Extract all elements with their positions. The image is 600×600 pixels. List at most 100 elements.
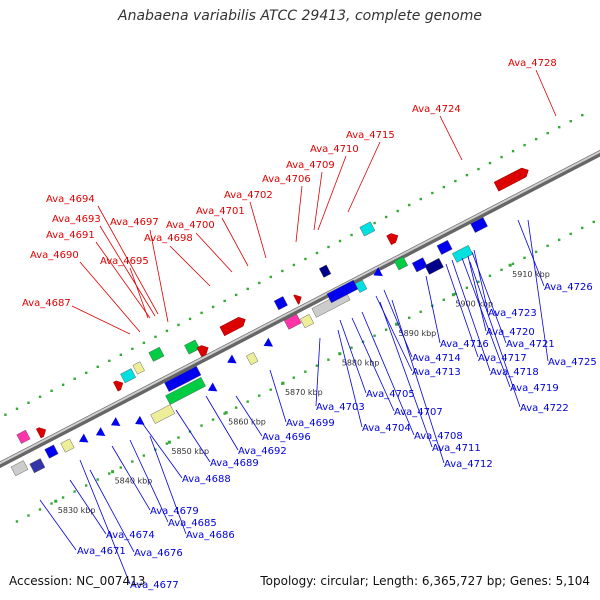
- guide-dot: [119, 466, 122, 469]
- leader-line: [69, 479, 107, 535]
- gene-label: Ava_4679: [150, 506, 199, 517]
- guide-dot: [73, 490, 76, 493]
- gene-label: Ava_4700: [166, 220, 215, 231]
- guide-dot: [419, 197, 422, 201]
- kbp-label: 5890 kbp: [399, 329, 437, 338]
- guide-dot: [177, 323, 180, 327]
- guide-dot: [373, 221, 376, 225]
- leader-line: [195, 232, 233, 273]
- gene-label: Ava_4697: [110, 217, 159, 228]
- leader-line: [97, 205, 159, 315]
- leader-line: [451, 259, 491, 372]
- gene-label: Ava_4716: [440, 339, 489, 350]
- leader-line: [269, 369, 287, 423]
- gene-label: Ava_4705: [366, 389, 415, 400]
- gene-feature: [436, 239, 453, 255]
- leader-line: [439, 115, 463, 161]
- guide-dot: [592, 220, 595, 224]
- gene-label: Ava_4694: [46, 194, 95, 205]
- leader-line: [139, 419, 183, 479]
- gene-label: Ava_4689: [210, 458, 259, 469]
- guide-dot: [465, 286, 469, 289]
- gene-label: Ava_4695: [100, 256, 149, 267]
- gene-feature: [293, 294, 302, 305]
- gene-label: Ava_4715: [346, 130, 395, 141]
- gene-label: Ava_4710: [310, 144, 359, 155]
- gene-feature: [246, 352, 259, 366]
- leader-line: [347, 141, 381, 213]
- gene-feature: [10, 460, 29, 477]
- gene-feature: [411, 257, 428, 273]
- guide-dot: [223, 412, 226, 415]
- gene-feature: [300, 314, 315, 329]
- guide-dot: [408, 203, 411, 207]
- guide-dot: [84, 484, 88, 487]
- gene-label: Ava_4702: [224, 190, 273, 201]
- leader-line: [517, 219, 545, 287]
- guide-dot: [131, 460, 134, 463]
- kbp-tick: [224, 411, 228, 415]
- accession-label: Accession: NC_007413: [9, 574, 146, 588]
- gene-label: Ava_4685: [168, 518, 217, 529]
- leader-line: [79, 459, 131, 585]
- gene-feature: [79, 433, 89, 443]
- guide-dot: [581, 226, 584, 230]
- map-title: Anabaena variabilis ATCC 29413, complete…: [118, 8, 482, 24]
- guide-dot: [223, 299, 226, 303]
- gene-label: Ava_4724: [412, 104, 461, 115]
- guide-dot: [442, 298, 445, 301]
- guide-dot: [384, 215, 388, 219]
- guide-dot: [477, 280, 480, 284]
- kbp-tick: [508, 263, 512, 267]
- gene-label: Ava_4711: [432, 443, 481, 454]
- guide-dot: [38, 508, 42, 511]
- gene-label: Ava_4687: [22, 298, 71, 309]
- leader-line: [461, 257, 511, 388]
- kbp-label: 5830 kbp: [58, 506, 96, 515]
- leader-line: [71, 305, 131, 335]
- guide-dot: [465, 173, 469, 177]
- guide-dot: [523, 143, 526, 147]
- leader-line: [361, 311, 415, 436]
- gene-label: Ava_4676: [134, 548, 183, 559]
- gene-label: Ava_4696: [262, 432, 311, 443]
- guide-dot: [534, 250, 538, 254]
- guide-dot: [454, 292, 457, 295]
- leader-line: [339, 319, 367, 394]
- genome-backbone-highlight: [0, 150, 600, 465]
- guide-dot: [292, 376, 296, 379]
- guide-dot: [211, 418, 215, 421]
- guide-dot: [165, 442, 169, 445]
- guide-dot: [454, 179, 457, 183]
- genome-summary: Topology: circular; Length: 6,365,727 bp…: [260, 574, 590, 588]
- gene-label: Ava_4699: [286, 418, 335, 429]
- gene-feature: [164, 365, 202, 392]
- gene-feature: [95, 427, 106, 437]
- guide-dot: [108, 472, 111, 475]
- kbp-label: 5900 kbp: [455, 300, 493, 309]
- kbp-label: 5850 kbp: [171, 447, 209, 456]
- guide-dot: [304, 257, 307, 261]
- gene-feature: [150, 404, 176, 424]
- leader-line: [175, 409, 211, 463]
- guide-dot: [96, 478, 99, 481]
- guide-dot: [200, 311, 203, 315]
- guide-dot: [373, 334, 376, 337]
- guide-dot: [581, 113, 584, 117]
- guide-dot: [569, 232, 572, 236]
- gene-feature-layer: [10, 167, 529, 477]
- gene-feature: [263, 337, 274, 347]
- guide-dot: [442, 185, 446, 189]
- guide-dot: [488, 274, 492, 278]
- guide-dot: [315, 364, 319, 367]
- gene-label: Ava_4709: [286, 160, 335, 171]
- leader-line: [95, 241, 151, 319]
- gene-feature: [196, 345, 209, 358]
- gene-feature: [393, 256, 409, 271]
- gene-feature: [135, 415, 145, 425]
- gene-feature: [29, 458, 46, 474]
- guide-dot: [500, 268, 503, 272]
- gene-feature: [35, 427, 47, 439]
- guide-dot: [269, 388, 272, 391]
